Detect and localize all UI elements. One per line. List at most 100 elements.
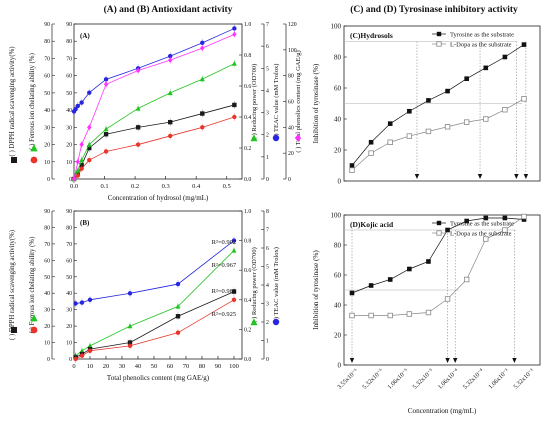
legend-marker-green	[30, 144, 38, 152]
y-tick-label: 20	[44, 143, 50, 149]
down-arrow-icon	[477, 174, 483, 179]
data-point-blue	[73, 107, 78, 112]
y-tick-label: 2	[266, 320, 269, 326]
data-point	[406, 311, 413, 317]
y-tick-label: 3	[266, 111, 269, 117]
data-point-blue	[87, 297, 93, 302]
legend-label: Tyrosine as the substrate	[450, 221, 514, 228]
y-tick-label: 90	[66, 209, 72, 215]
y-tick-label: 5	[266, 265, 269, 271]
y-tick-label: 20	[66, 143, 72, 149]
x-tick-label: 10	[87, 363, 94, 370]
data-point-blue	[168, 53, 173, 59]
y-tick-label: 80	[66, 39, 72, 45]
x-axis-label: Total phenolics content (mg GAE/g)	[107, 374, 210, 382]
series-line-blue	[75, 240, 235, 304]
y-tick-label: 20	[66, 324, 72, 330]
y-tick-label: 50	[66, 275, 72, 281]
data-point-blue	[231, 238, 237, 243]
y-tick-label: 30	[44, 125, 50, 131]
x-tick-label: 5.32x10⁻³	[512, 367, 535, 390]
data-point-black	[168, 119, 173, 125]
y-tick-label: 40	[44, 108, 50, 114]
down-arrow-icon	[445, 358, 450, 363]
data-point-green	[199, 76, 205, 82]
panel-label: (D)Kojic acid	[350, 220, 394, 229]
y-tick-label: 60	[44, 74, 50, 80]
y-tick-label: 90	[66, 22, 72, 28]
series-line	[351, 217, 525, 294]
data-point	[463, 119, 470, 125]
y-tick-label: 2	[266, 133, 269, 139]
y-tick-label: 10	[66, 341, 72, 347]
data-point-blue	[175, 281, 181, 287]
legend-marker-r2	[272, 318, 280, 326]
data-point	[502, 54, 508, 60]
x-tick-label: 5.32x10⁻⁴	[462, 367, 486, 391]
y-tick-label: 50	[66, 91, 72, 97]
y-tick-label: 60	[288, 100, 294, 106]
data-point	[502, 215, 508, 221]
y-tick-label: 0	[338, 362, 342, 370]
data-point-green	[231, 247, 237, 253]
data-point	[349, 290, 355, 296]
data-point-magenta	[135, 67, 141, 74]
y-tick-label: 4	[266, 283, 269, 289]
data-point-green	[167, 90, 173, 96]
data-point	[425, 309, 432, 316]
y-tick-label: 50	[44, 275, 50, 281]
legend-marker-red	[30, 156, 38, 164]
y-tick-label: 30	[66, 125, 72, 131]
x-tick-label: 60	[167, 363, 174, 370]
legend-marker-r1	[250, 318, 258, 326]
data-point	[387, 277, 393, 282]
r2-annotation: R²=0.902	[212, 239, 237, 246]
legend-marker-black	[11, 157, 17, 163]
data-point	[483, 236, 489, 242]
legend-marker-black	[11, 327, 17, 333]
legend-marker-r1	[250, 134, 258, 142]
data-point	[387, 139, 393, 145]
y-tick-label: 0	[266, 177, 269, 183]
data-point-green	[135, 105, 141, 111]
data-point	[368, 312, 374, 319]
y-tick-label: 40	[288, 125, 294, 131]
y-tick-label: 90	[44, 22, 50, 28]
y-axis-label: Inhibition of tyrosinase (%)	[312, 63, 320, 143]
y-tick-label: 0	[288, 177, 291, 183]
down-arrow-icon	[349, 358, 355, 363]
y-tick-label: 0	[266, 357, 269, 363]
y-tick-label: 100	[288, 48, 297, 54]
y-tick-label: 7	[266, 228, 269, 234]
y-tick-label: 0.2	[244, 146, 251, 152]
y-tick-label: 10	[44, 160, 50, 166]
data-point	[444, 124, 451, 130]
x-tick-label: 30	[119, 363, 126, 370]
y-tick-label: 0.0	[244, 177, 251, 183]
data-point	[349, 312, 355, 319]
x-tick-label: 0.5	[223, 183, 231, 190]
data-point-magenta	[200, 45, 205, 51]
y-tick-label: 6	[266, 246, 269, 252]
y-tick-label: 10	[66, 160, 72, 166]
y-tick-label: 0	[47, 177, 50, 183]
legend-label: L-Dopa as the substrate	[450, 231, 512, 238]
y-tick-label: 0	[338, 178, 342, 186]
data-point-blue	[73, 301, 78, 306]
data-point-black	[103, 132, 109, 137]
data-point-magenta	[79, 141, 84, 148]
y-axis-label-r1: ( ) Reducing power (OD700)	[251, 64, 258, 139]
down-arrow-icon	[512, 358, 517, 363]
y-tick-label: 60	[66, 74, 72, 80]
data-point-red	[79, 166, 84, 171]
y-tick-label: 3	[266, 302, 269, 308]
y-tick-label: 20	[334, 147, 342, 155]
legend-marker	[436, 41, 442, 47]
data-point-green	[79, 157, 85, 163]
data-point-red	[231, 297, 237, 302]
y-tick-label: 0.4	[244, 115, 251, 121]
y-axis-label-r2: ( ) TEAC value (mM Trolox)	[273, 247, 280, 323]
legend-marker-red	[30, 326, 38, 334]
chart-panel-c: (C)Hydrosols 0 20 40 60 80 100 Inhibition of ty…	[312, 23, 541, 186]
panel-label: (C)Hydrosols	[350, 31, 393, 40]
